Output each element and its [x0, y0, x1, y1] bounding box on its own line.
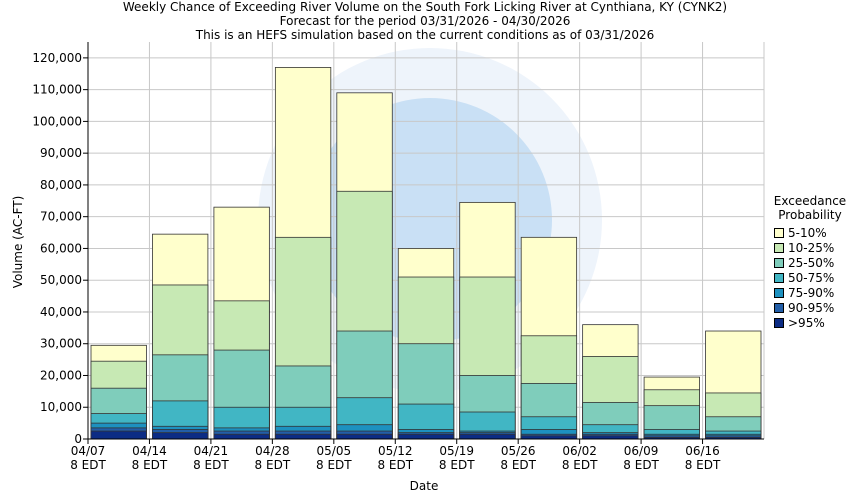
legend-swatch [774, 287, 784, 298]
y-tick-label: 100,000 [32, 114, 82, 128]
legend-swatch [774, 302, 784, 313]
axes [87, 42, 764, 440]
chart-subtitle-simulation: This is an HEFS simulation based on the … [195, 28, 655, 42]
y-axis-label: Volume (AC-FT) [11, 196, 25, 289]
legend-items: 5-10% 10-25% 25-50% 50-75% 75-90% 90-95% >95% [770, 225, 850, 330]
x-tick-label-date: 04/28 [255, 444, 290, 458]
x-tick-label-tz: 8 EDT [562, 458, 598, 472]
y-tick-label: 60,000 [40, 241, 82, 255]
legend-label: 25-50% [788, 255, 835, 270]
legend-item: 75-90% [774, 285, 850, 300]
x-tick-label-tz: 8 EDT [623, 458, 659, 472]
bar-segment [90, 430, 147, 440]
legend-swatch [774, 272, 784, 283]
x-tick-label-tz: 8 EDT [377, 458, 413, 472]
bar-segment [152, 432, 209, 440]
legend-item: 5-10% [774, 225, 850, 240]
legend-item: 10-25% [774, 240, 850, 255]
x-tick-label-tz: 8 EDT [316, 458, 352, 472]
legend-item: 90-95% [774, 300, 850, 315]
bar-segment [213, 433, 270, 440]
bar-segment [397, 433, 455, 440]
x-tick-label-date: 05/05 [317, 444, 352, 458]
legend-swatch [774, 317, 784, 328]
x-tick-label-date: 04/14 [132, 444, 167, 458]
bar-segment [459, 433, 516, 440]
y-tick-label: 10,000 [40, 400, 82, 414]
x-tick-label-tz: 8 EDT [439, 458, 475, 472]
y-tick-label: 70,000 [40, 210, 82, 224]
y-tick-label: 50,000 [40, 273, 82, 287]
y-tick-label: 80,000 [40, 178, 82, 192]
legend-title: Exceedance Probability [770, 194, 850, 222]
x-tick-label-date: 06/02 [562, 444, 597, 458]
legend-swatch [774, 257, 784, 268]
x-tick-label-tz: 8 EDT [70, 458, 106, 472]
chart-title: Weekly Chance of Exceeding River Volume … [122, 0, 728, 14]
legend-label: 50-75% [788, 270, 835, 285]
legend-label: 75-90% [788, 285, 835, 300]
legend-title-line1: Exceedance [773, 194, 847, 208]
x-tick-label-date: 05/12 [378, 444, 413, 458]
x-tick-label-tz: 8 EDT [685, 458, 721, 472]
x-tick-label-date: 04/21 [194, 444, 229, 458]
y-tick-label: 90,000 [40, 146, 82, 160]
bars [90, 67, 762, 440]
legend: Exceedance Probability 5-10% 10-25% 25-50%… [770, 194, 850, 330]
x-tick-label-date: 06/16 [685, 444, 720, 458]
x-tick-label-date: 05/26 [501, 444, 536, 458]
legend-item: 50-75% [774, 270, 850, 285]
y-tick-label: 0 [74, 432, 82, 446]
legend-label: >95% [788, 315, 825, 330]
legend-swatch [774, 242, 784, 253]
y-tick-label: 20,000 [40, 368, 82, 382]
x-tick-label-date: 04/07 [71, 444, 106, 458]
legend-swatch [774, 227, 784, 238]
x-tick-label-tz: 8 EDT [500, 458, 536, 472]
legend-label: 10-25% [788, 240, 835, 255]
y-tick-label: 120,000 [32, 51, 82, 65]
x-tick-label-date: 05/19 [439, 444, 474, 458]
legend-title-line2: Probability [778, 208, 842, 222]
y-tick-label: 110,000 [32, 83, 82, 97]
legend-item: 25-50% [774, 255, 850, 270]
y-tick-label: 30,000 [40, 337, 82, 351]
legend-item: >95% [774, 315, 850, 330]
legend-label: 90-95% [788, 300, 835, 315]
y-axis-ticks: 0 10,000 20,000 30,000 40,000 50,000 60,000 70,… [32, 51, 88, 446]
x-tick-label-tz: 8 EDT [255, 458, 291, 472]
x-axis-label: Date [410, 479, 439, 493]
legend-label: 5-10% [788, 225, 827, 240]
bar-segment [336, 433, 393, 440]
y-tick-label: 40,000 [40, 305, 82, 319]
bar-segment [274, 433, 332, 440]
x-tick-label-tz: 8 EDT [193, 458, 229, 472]
x-tick-label-date: 06/09 [624, 444, 659, 458]
x-tick-label-tz: 8 EDT [132, 458, 168, 472]
chart-subtitle-period: Forecast for the period 03/31/2026 - 04/… [279, 14, 571, 28]
